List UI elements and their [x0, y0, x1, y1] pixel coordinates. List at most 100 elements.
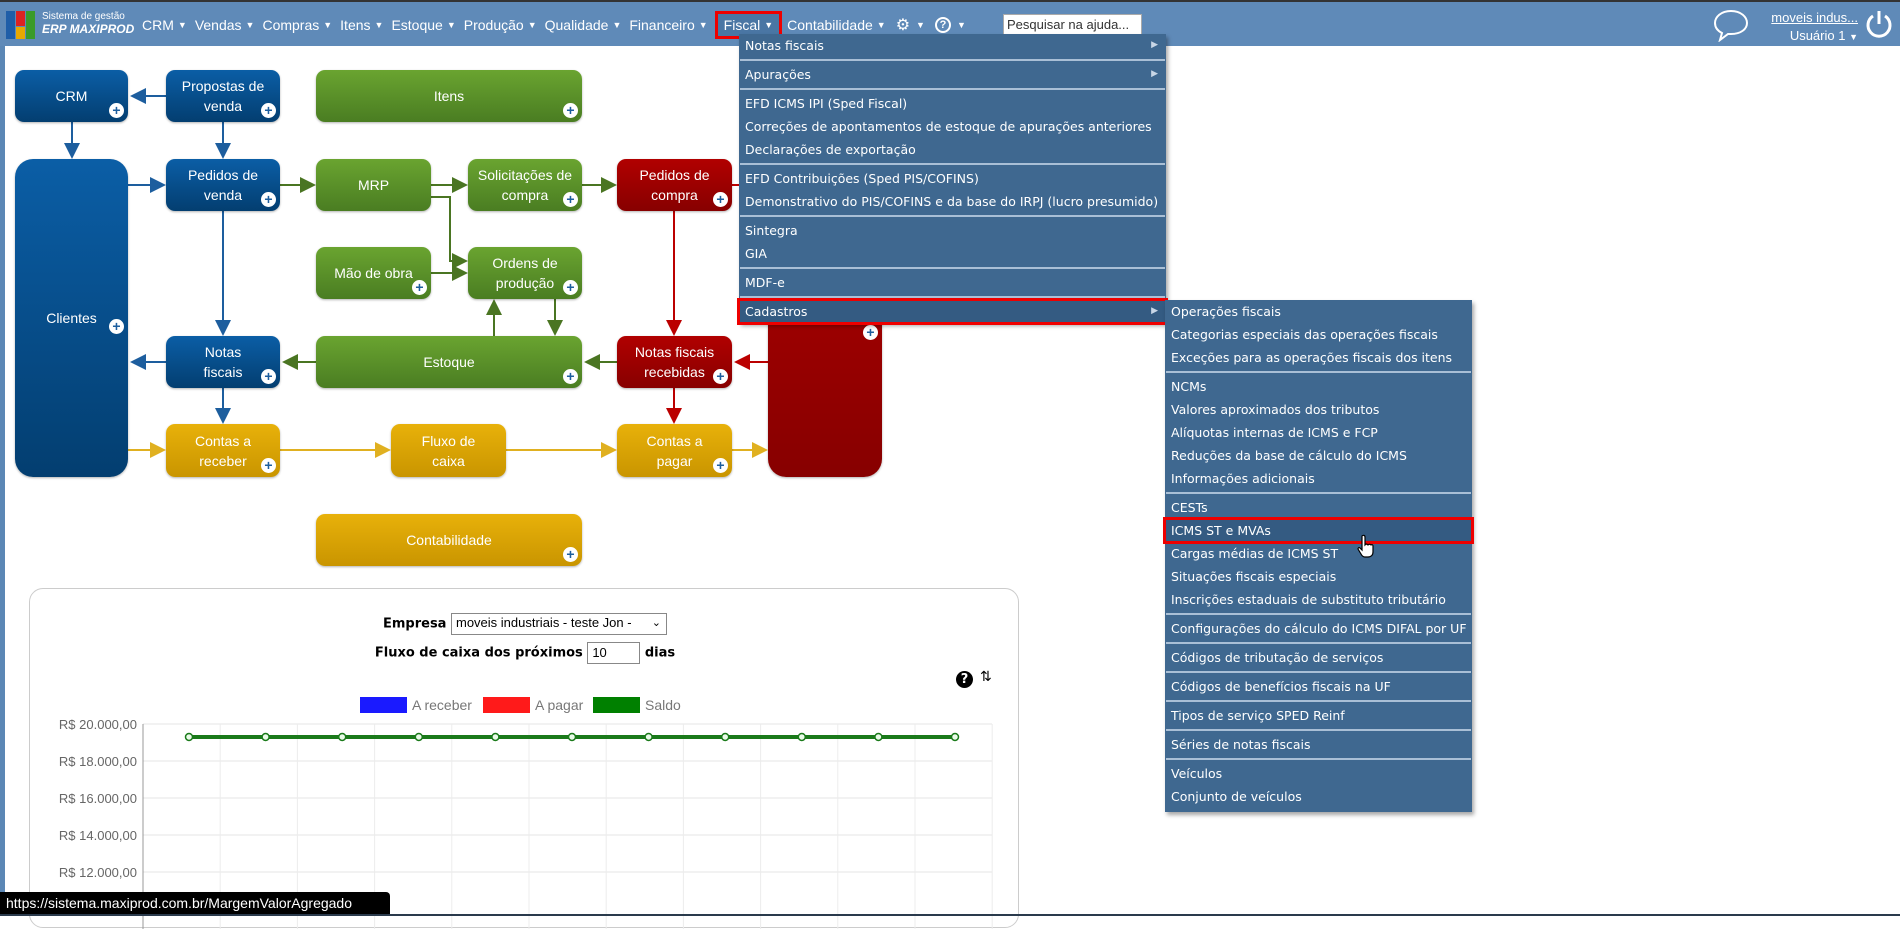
ordens-box[interactable]: Ordens de produção + — [468, 247, 582, 299]
contas-receber-box[interactable]: Contas a receber + — [166, 424, 280, 477]
nav-fiscal[interactable]: Fiscal ▼ — [714, 11, 783, 39]
gear-menu[interactable]: ⚙ ▼ — [894, 14, 931, 36]
add-icon[interactable]: + — [713, 192, 728, 207]
nav-crm[interactable]: CRM ▼ — [142, 14, 193, 36]
menu-item[interactable]: Sintegra — [739, 219, 1166, 242]
nav-estoque[interactable]: Estoque ▼ — [391, 14, 461, 36]
nav-itens[interactable]: Itens ▼ — [340, 14, 389, 36]
add-icon[interactable]: + — [563, 547, 578, 562]
mao-obra-box[interactable]: Mão de obra + — [316, 247, 431, 299]
itens-box[interactable]: Itens + — [316, 70, 582, 122]
menu-item[interactable]: Conjunto de veículos — [1165, 785, 1472, 808]
add-icon[interactable]: + — [563, 103, 578, 118]
menu-item[interactable]: Configurações do cálculo do ICMS DIFAL p… — [1165, 617, 1472, 640]
notas-fiscais-box[interactable]: Notas fiscais + — [166, 336, 280, 388]
menu-item[interactable]: Cargas médias de ICMS ST — [1165, 542, 1472, 565]
menu-item[interactable]: Valores aproximados dos tributos — [1165, 398, 1472, 421]
menu-item[interactable]: Séries de notas fiscais — [1165, 733, 1472, 756]
data-point-saldo[interactable] — [337, 732, 347, 742]
contabilidade-box[interactable]: Contabilidade + — [316, 514, 582, 566]
menu-item[interactable]: Apurações ▶ — [739, 63, 1166, 86]
fluxo-caixa-box[interactable]: Fluxo de caixa — [391, 424, 506, 477]
clientes-box[interactable]: Clientes + — [15, 159, 128, 477]
data-point-saldo[interactable] — [414, 732, 424, 742]
pedidos-venda-box[interactable]: Pedidos de venda + — [166, 159, 280, 211]
nav-produção[interactable]: Produção ▼ — [464, 14, 543, 36]
nav-qualidade[interactable]: Qualidade ▼ — [545, 14, 628, 36]
nav-financeiro[interactable]: Financeiro ▼ — [629, 14, 713, 36]
help-icon[interactable]: ? — [956, 671, 973, 688]
menu-item[interactable]: Declarações de exportação — [739, 138, 1166, 161]
data-point-saldo[interactable] — [491, 732, 500, 742]
add-icon[interactable]: + — [563, 192, 578, 207]
menu-item[interactable]: Operações fiscais — [1165, 300, 1472, 323]
data-point-saldo[interactable] — [720, 732, 730, 742]
notas-recebidas-box[interactable]: Notas fiscais recebidas + — [617, 336, 732, 388]
menu-item[interactable]: Tipos de serviço SPED Reinf — [1165, 704, 1472, 727]
nav-compras[interactable]: Compras ▼ — [262, 14, 338, 36]
menu-item[interactable]: EFD Contribuições (Sped PIS/COFINS) — [739, 167, 1166, 190]
menu-item[interactable]: Notas fiscais ▶ — [739, 34, 1166, 57]
menu-item[interactable]: Veículos — [1165, 762, 1472, 785]
help-search-input[interactable]: Pesquisar na ajuda... — [1003, 14, 1142, 36]
menu-item[interactable]: GIA — [739, 242, 1166, 265]
maxiprod-logo-icon[interactable] — [6, 11, 36, 39]
menu-item[interactable]: MDF-e — [739, 271, 1166, 294]
dias-input[interactable]: 10 — [587, 642, 641, 664]
menu-item[interactable]: Inscrições estaduais de substituto tribu… — [1165, 588, 1472, 611]
menu-item[interactable]: Cadastros ▶ — [737, 298, 1168, 325]
data-point-saldo[interactable] — [261, 732, 270, 742]
menu-item[interactable]: Correções de apontamentos de estoque de … — [739, 115, 1166, 138]
menu-item[interactable]: Informações adicionais — [1165, 467, 1472, 490]
menu-item[interactable]: Categorias especiais das operações fisca… — [1165, 323, 1472, 346]
estoque-box[interactable]: Estoque + — [316, 336, 582, 388]
menu-item[interactable]: EFD ICMS IPI (Sped Fiscal) — [739, 92, 1166, 115]
power-icon[interactable] — [1864, 8, 1894, 40]
data-point-saldo[interactable] — [644, 732, 653, 742]
add-icon[interactable]: + — [109, 319, 124, 334]
crm-box[interactable]: CRM + — [15, 70, 128, 122]
nav-vendas[interactable]: Vendas ▼ — [195, 14, 261, 36]
nav-contabilidade[interactable]: Contabilidade ▼ — [787, 14, 892, 36]
menu-item[interactable]: Códigos de benefícios fiscais na UF — [1165, 675, 1472, 698]
menu-item[interactable]: Demonstrativo do PIS/COFINS e da base do… — [739, 190, 1166, 213]
add-icon[interactable]: + — [261, 369, 276, 384]
pedidos-compra-box[interactable]: Pedidos de compra + — [617, 159, 732, 211]
add-icon[interactable]: + — [261, 192, 276, 207]
add-icon[interactable]: + — [109, 103, 124, 118]
data-point-saldo[interactable] — [184, 732, 194, 742]
add-icon[interactable]: + — [563, 369, 578, 384]
menu-item[interactable]: Exceções para as operações fiscais dos i… — [1165, 346, 1472, 369]
menu-item[interactable]: Códigos de tributação de serviços — [1165, 646, 1472, 669]
data-point-saldo[interactable] — [950, 732, 960, 742]
solicitacoes-box[interactable]: Solicitações de compra + — [468, 159, 582, 211]
user-menu[interactable]: Usuário 1 ▼ — [1762, 27, 1858, 46]
refresh-icon[interactable]: ⇅ — [980, 669, 992, 685]
mrp-box[interactable]: MRP — [316, 159, 431, 211]
add-icon[interactable]: + — [713, 369, 728, 384]
menu-item[interactable]: ICMS ST e MVAs — [1163, 517, 1474, 544]
chat-icon[interactable] — [1712, 8, 1750, 42]
add-icon[interactable]: + — [713, 458, 728, 473]
add-icon[interactable]: + — [261, 458, 276, 473]
menu-item[interactable]: Reduções da base de cálculo do ICMS — [1165, 444, 1472, 467]
menu-item[interactable]: CESTs — [1165, 496, 1472, 519]
empresa-select[interactable]: moveis industriais - teste Jon - ⌄ — [451, 613, 667, 635]
help-menu[interactable]: ? ▼ — [933, 14, 972, 36]
add-icon[interactable]: + — [563, 280, 578, 295]
menu-item[interactable]: Alíquotas internas de ICMS e FCP — [1165, 421, 1472, 444]
add-icon[interactable]: + — [863, 325, 878, 340]
legend-label[interactable]: A receber — [412, 697, 472, 713]
data-point-saldo[interactable] — [797, 732, 807, 742]
menu-item[interactable]: NCMs — [1165, 375, 1472, 398]
company-link[interactable]: moveis indus... — [1771, 10, 1858, 25]
add-icon[interactable]: + — [261, 103, 276, 118]
data-point-saldo[interactable] — [567, 732, 577, 742]
legend-label[interactable]: A pagar — [535, 697, 584, 713]
data-point-saldo[interactable] — [874, 732, 883, 742]
menu-item[interactable]: Situações fiscais especiais — [1165, 565, 1472, 588]
legend-label[interactable]: Saldo — [645, 697, 681, 713]
propostas-box[interactable]: Propostas de venda + — [166, 70, 280, 122]
add-icon[interactable]: + — [412, 280, 427, 295]
contas-pagar-box[interactable]: Contas a pagar + — [617, 424, 732, 477]
